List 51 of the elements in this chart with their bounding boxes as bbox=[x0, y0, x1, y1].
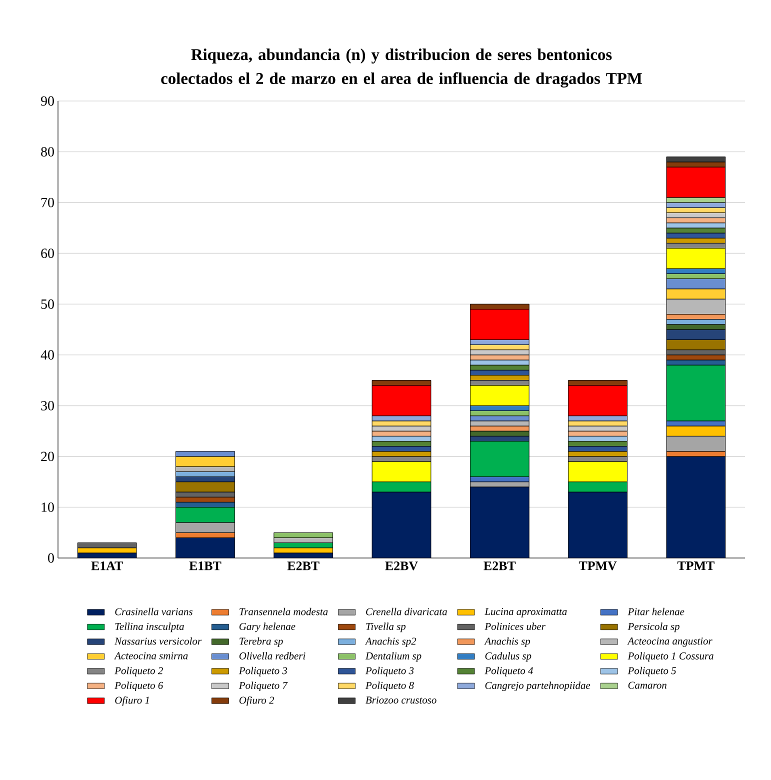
legend-label: Persicola sp bbox=[628, 622, 680, 632]
legend-label: Pitar helenae bbox=[628, 608, 684, 616]
legend-label: Poliqueto 4 bbox=[484, 666, 533, 676]
legend-label: Poliqueto 8 bbox=[365, 682, 414, 692]
y-tick-label: 80 bbox=[41, 147, 54, 156]
legend-label: Transennela modesta bbox=[240, 608, 328, 616]
legend-label: Briozoo crustoso bbox=[366, 696, 436, 704]
legend-label: Poliqueto 6 bbox=[114, 682, 164, 692]
y-tick-label: 90 bbox=[40, 96, 54, 106]
legend-label: Olivella redberi bbox=[239, 652, 306, 660]
x-tick-label: E1BT bbox=[189, 562, 222, 570]
legend-label: Camaron bbox=[628, 682, 666, 689]
legend-label: Gary helenae bbox=[239, 622, 296, 632]
chart-title: Riqueza, abundancia (n) y distribucion de seres bentonicos colectados el 2 de marzo en el area de influencia de dragados TPM bbox=[161, 48, 642, 88]
y-tick-label: 40 bbox=[40, 350, 54, 360]
legend-label: Poliqueto 5 bbox=[628, 666, 676, 676]
y-tick-label: 70 bbox=[41, 198, 54, 208]
y-tick-label: 50 bbox=[41, 299, 54, 309]
y-tick-label: 10 bbox=[42, 502, 54, 512]
y-tick-label: 30 bbox=[41, 400, 54, 410]
legend-label: Crenella divaricata bbox=[366, 608, 447, 616]
y-tick-label: 60 bbox=[41, 248, 54, 258]
legend-label: Poliqueto 3 bbox=[365, 666, 414, 676]
x-tick-label: TPMV bbox=[578, 562, 617, 570]
x-tick-label: E2BT bbox=[287, 562, 320, 570]
legend-label: Poliqueto 1 Cossura bbox=[628, 652, 714, 662]
legend-label: Anachis sp bbox=[484, 637, 530, 647]
legend-label: Lucina aproximatta bbox=[484, 608, 567, 618]
legend-label: Poliqueto 3 bbox=[238, 666, 288, 676]
y-tick-label: 20 bbox=[41, 452, 54, 462]
x-tick-label: TPMT bbox=[677, 562, 714, 570]
legend-label: Ofiuro 2 bbox=[239, 696, 274, 706]
x-tick-label: E2BT bbox=[484, 562, 516, 570]
legend-label: Cangrejo partehnopiidae bbox=[485, 682, 590, 692]
legend-label: Terebra sp bbox=[240, 637, 283, 647]
legend-label: Poliqueto 7 bbox=[238, 682, 288, 692]
legend-label: Polinices uber bbox=[484, 622, 546, 630]
legend-label: Acteocina angustior bbox=[627, 638, 712, 647]
legend-label: Anachis sp2 bbox=[364, 637, 416, 647]
legend-label: Tivella sp bbox=[366, 622, 406, 632]
x-tick-label: E1AT bbox=[91, 562, 123, 570]
legend-label: Ofiuro 1 bbox=[115, 696, 149, 706]
legend-label: Poliqueto 2 bbox=[114, 666, 163, 676]
legend-label: Tellina insculpta bbox=[115, 622, 184, 632]
legend-label: Crasinella varians bbox=[115, 608, 192, 616]
x-tick-label: E2BV bbox=[385, 562, 418, 570]
legend-label: Cadulus sp bbox=[485, 652, 532, 662]
legend-label: Dentalium sp bbox=[365, 652, 422, 662]
legend-label: Nassarius versicolor bbox=[114, 637, 202, 645]
y-tick-label: 0 bbox=[48, 553, 54, 563]
legend-label: Acteocina smirna bbox=[114, 652, 188, 660]
